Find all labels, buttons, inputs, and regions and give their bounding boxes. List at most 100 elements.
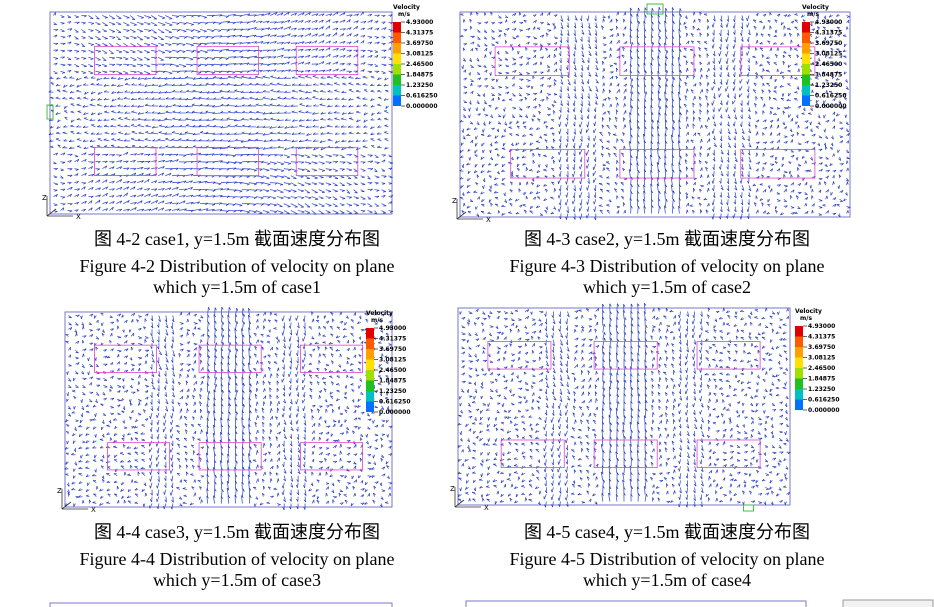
legend-label: 3.69750 xyxy=(815,40,842,47)
legend-label: 1.23250 xyxy=(808,386,835,393)
caption-en: which y=1.5m of case3 xyxy=(152,570,322,590)
diffuser-box xyxy=(94,45,157,76)
outlet xyxy=(743,504,755,512)
caption-cn: 图 4-3 case2, y=1.5m 截面速度分布图 xyxy=(523,229,811,249)
legend-swatch xyxy=(393,95,401,106)
legend-swatch xyxy=(802,85,810,96)
legend-label: 1.84875 xyxy=(379,378,406,385)
legend-label: 3.08125 xyxy=(815,51,842,58)
axis-triad xyxy=(46,196,73,217)
next-figure-edge xyxy=(49,602,393,607)
legend-unit: m/s xyxy=(800,315,812,322)
legend-label: 4.93000 xyxy=(815,19,842,26)
legend-label: 3.69750 xyxy=(406,40,433,47)
legend-swatch xyxy=(795,336,803,347)
legend-swatch xyxy=(366,338,374,349)
legend-swatch xyxy=(393,22,401,33)
legend-label: 4.31375 xyxy=(815,30,842,37)
diffuser-box xyxy=(500,439,565,468)
diffuser-box xyxy=(94,344,157,373)
vector-field xyxy=(457,303,791,508)
legend-label: 1.23250 xyxy=(406,82,433,89)
legend-swatch xyxy=(795,326,803,337)
axis-label-z: Z xyxy=(452,197,457,205)
diffuser-box xyxy=(295,45,359,76)
diffuser-box xyxy=(198,344,262,373)
inlet xyxy=(46,104,54,120)
caption-en: Figure 4-4 Distribution of velocity on p… xyxy=(79,549,395,569)
vector-field xyxy=(64,307,393,510)
legend-label: 4.93000 xyxy=(379,325,406,332)
diffuser-box xyxy=(196,45,260,76)
caption-en: Figure 4-3 Distribution of velocity on p… xyxy=(509,256,825,276)
legend-label: 0.616250 xyxy=(815,93,847,100)
legend-label: 0.616250 xyxy=(406,93,438,100)
legend-swatch xyxy=(393,64,401,75)
vector-heads xyxy=(457,302,791,508)
legend-swatch xyxy=(393,43,401,54)
legend-label: 4.31375 xyxy=(808,334,835,341)
legend-title: Velocity xyxy=(393,4,420,11)
caption-en: which y=1.5m of case4 xyxy=(582,570,752,590)
legend-label: 0.000000 xyxy=(406,103,438,110)
legend-swatch xyxy=(366,380,374,391)
diffuser-box xyxy=(696,341,761,370)
diffuser-box xyxy=(487,341,552,370)
inlet xyxy=(646,3,664,15)
diffuser-box xyxy=(94,146,157,177)
legend-swatch xyxy=(393,32,401,43)
figure-caption: 图 4-3 case2, y=1.5m 截面速度分布图 Figure 4-3 Di… xyxy=(437,228,897,298)
vector-field xyxy=(459,7,851,220)
legend-title: Velocity xyxy=(802,4,829,11)
legend-label: 2.46500 xyxy=(815,61,842,68)
axis-triad xyxy=(61,489,88,510)
figure-caption: 图 4-5 case4, y=1.5m 截面速度分布图 Figure 4-5 Di… xyxy=(437,521,897,591)
legend-swatch xyxy=(802,43,810,54)
legend-swatch xyxy=(802,32,810,43)
legend-label: 0.616250 xyxy=(808,397,840,404)
legend-label: 4.31375 xyxy=(406,30,433,37)
legend-label: 0.000000 xyxy=(379,409,411,416)
legend-swatch xyxy=(393,53,401,64)
legend-swatch xyxy=(802,74,810,85)
diffuser-box xyxy=(510,148,586,179)
legend-swatch xyxy=(795,347,803,358)
diffuser-box xyxy=(696,439,761,468)
axis-label-x: X xyxy=(486,216,491,224)
legend-swatch xyxy=(393,74,401,85)
axis-label-x: X xyxy=(76,213,81,221)
vector-field xyxy=(48,11,394,215)
legend-swatch xyxy=(366,370,374,381)
legend-label: 4.31375 xyxy=(379,336,406,343)
legend-label: 2.46500 xyxy=(808,365,835,372)
legend-title: Velocity xyxy=(795,308,822,315)
diffuser-box xyxy=(593,341,658,370)
caption-cn: 图 4-2 case1, y=1.5m 截面速度分布图 xyxy=(93,229,381,249)
legend-label: 3.69750 xyxy=(808,344,835,351)
caption-en: Figure 4-2 Distribution of velocity on p… xyxy=(79,256,395,276)
axis-label-z: Z xyxy=(42,194,47,202)
plot-frame xyxy=(49,11,393,215)
legend-swatch xyxy=(802,95,810,106)
caption-en: which y=1.5m of case2 xyxy=(582,277,752,297)
legend-swatch xyxy=(795,368,803,379)
axis-label-x: X xyxy=(484,504,489,512)
vector-heads xyxy=(459,7,851,221)
legend-label: 1.23250 xyxy=(379,388,406,395)
legend-label: 3.69750 xyxy=(379,346,406,353)
caption-cn: 图 4-4 case3, y=1.5m 截面速度分布图 xyxy=(93,522,381,542)
axis-label-x: X xyxy=(91,506,96,514)
diffuser-box xyxy=(740,148,816,179)
plot-frame xyxy=(459,11,851,218)
legend-unit: m/s xyxy=(807,11,819,18)
legend-title: Velocity xyxy=(366,310,393,317)
legend-swatch xyxy=(795,389,803,400)
legend-swatch xyxy=(366,359,374,370)
caption-en: which y=1.5m of case1 xyxy=(152,277,322,297)
diffuser-box xyxy=(494,46,570,76)
